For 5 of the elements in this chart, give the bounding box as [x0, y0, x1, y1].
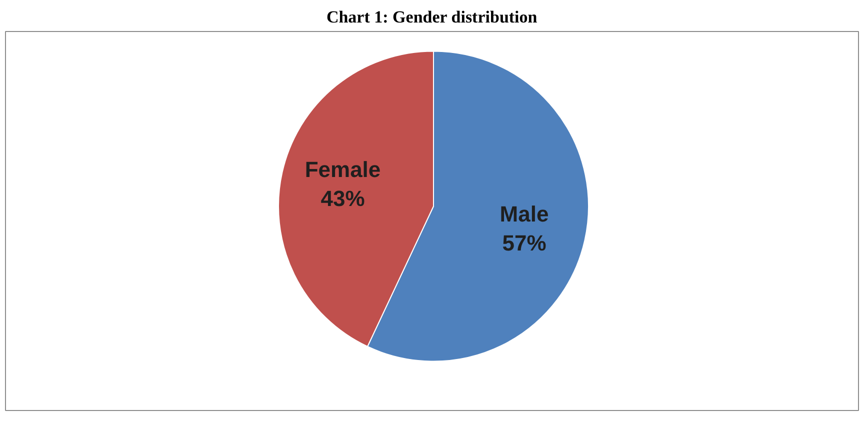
slice-label: Male [500, 202, 549, 227]
chart-title: Chart 1: Gender distribution [326, 8, 538, 26]
slice-label: Female [304, 157, 381, 182]
data-label: 43% [320, 186, 365, 211]
data-label: 57% [502, 230, 546, 256]
